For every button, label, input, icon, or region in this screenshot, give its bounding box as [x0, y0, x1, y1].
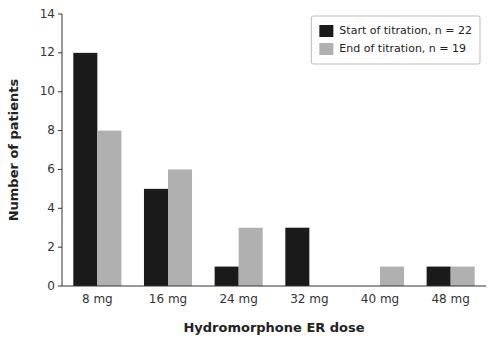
legend-label: Start of titration, n = 22 [339, 24, 472, 37]
chart-container: 0 2 4 6 8 10 12 14 8 mg 16 mg 24 mg 32 mg 40 mg 48 mg… [0, 0, 500, 344]
y-tick-label: 12 [40, 45, 55, 59]
y-tick-label: 6 [47, 162, 55, 176]
x-axis-label: Hydromorphone ER dose [183, 320, 364, 335]
bar [73, 53, 97, 286]
bar [97, 131, 121, 286]
y-tick [58, 169, 62, 170]
y-tick-label: 0 [47, 279, 55, 293]
y-tick [58, 130, 62, 131]
y-tick-label: 10 [40, 84, 55, 98]
bar [451, 267, 475, 286]
bar [215, 267, 239, 286]
x-tick-label: 8 mg [82, 292, 113, 306]
y-tick [58, 52, 62, 53]
x-axis-line [62, 286, 486, 287]
chart-svg: 0 2 4 6 8 10 12 14 8 mg 16 mg 24 mg 32 mg 40 mg 48 mg… [0, 0, 500, 344]
axes: 0 2 4 6 8 10 12 14 8 mg 16 mg 24 mg 32 mg 40 mg 48 mg [40, 7, 486, 307]
y-tick [58, 286, 62, 287]
legend-swatch [319, 43, 333, 55]
legend-swatch [319, 25, 333, 37]
y-axis-line [62, 14, 63, 286]
y-tick-label: 4 [47, 201, 55, 215]
bar [285, 228, 309, 286]
bar [239, 228, 263, 286]
x-tick-label: 24 mg [219, 292, 257, 306]
x-tick-label: 40 mg [361, 292, 399, 306]
y-axis-label: Number of patients [6, 78, 21, 221]
y-tick-label: 14 [40, 7, 55, 21]
y-tick [58, 14, 62, 15]
y-tick [58, 247, 62, 248]
y-tick [58, 208, 62, 209]
y-tick-label: 2 [47, 240, 55, 254]
bar [380, 267, 404, 286]
x-tick-label: 16 mg [149, 292, 187, 306]
x-tick-label: 32 mg [290, 292, 328, 306]
bar [427, 267, 451, 286]
legend-box [311, 16, 480, 64]
bar [168, 169, 192, 286]
legend-label: End of titration, n = 19 [339, 42, 466, 55]
bar [144, 189, 168, 286]
y-tick [58, 91, 62, 92]
x-tick-label: 48 mg [431, 292, 469, 306]
legend: Start of titration, n = 22 End of titrati… [311, 16, 480, 64]
y-tick-label: 8 [47, 123, 55, 137]
bars [73, 53, 474, 286]
